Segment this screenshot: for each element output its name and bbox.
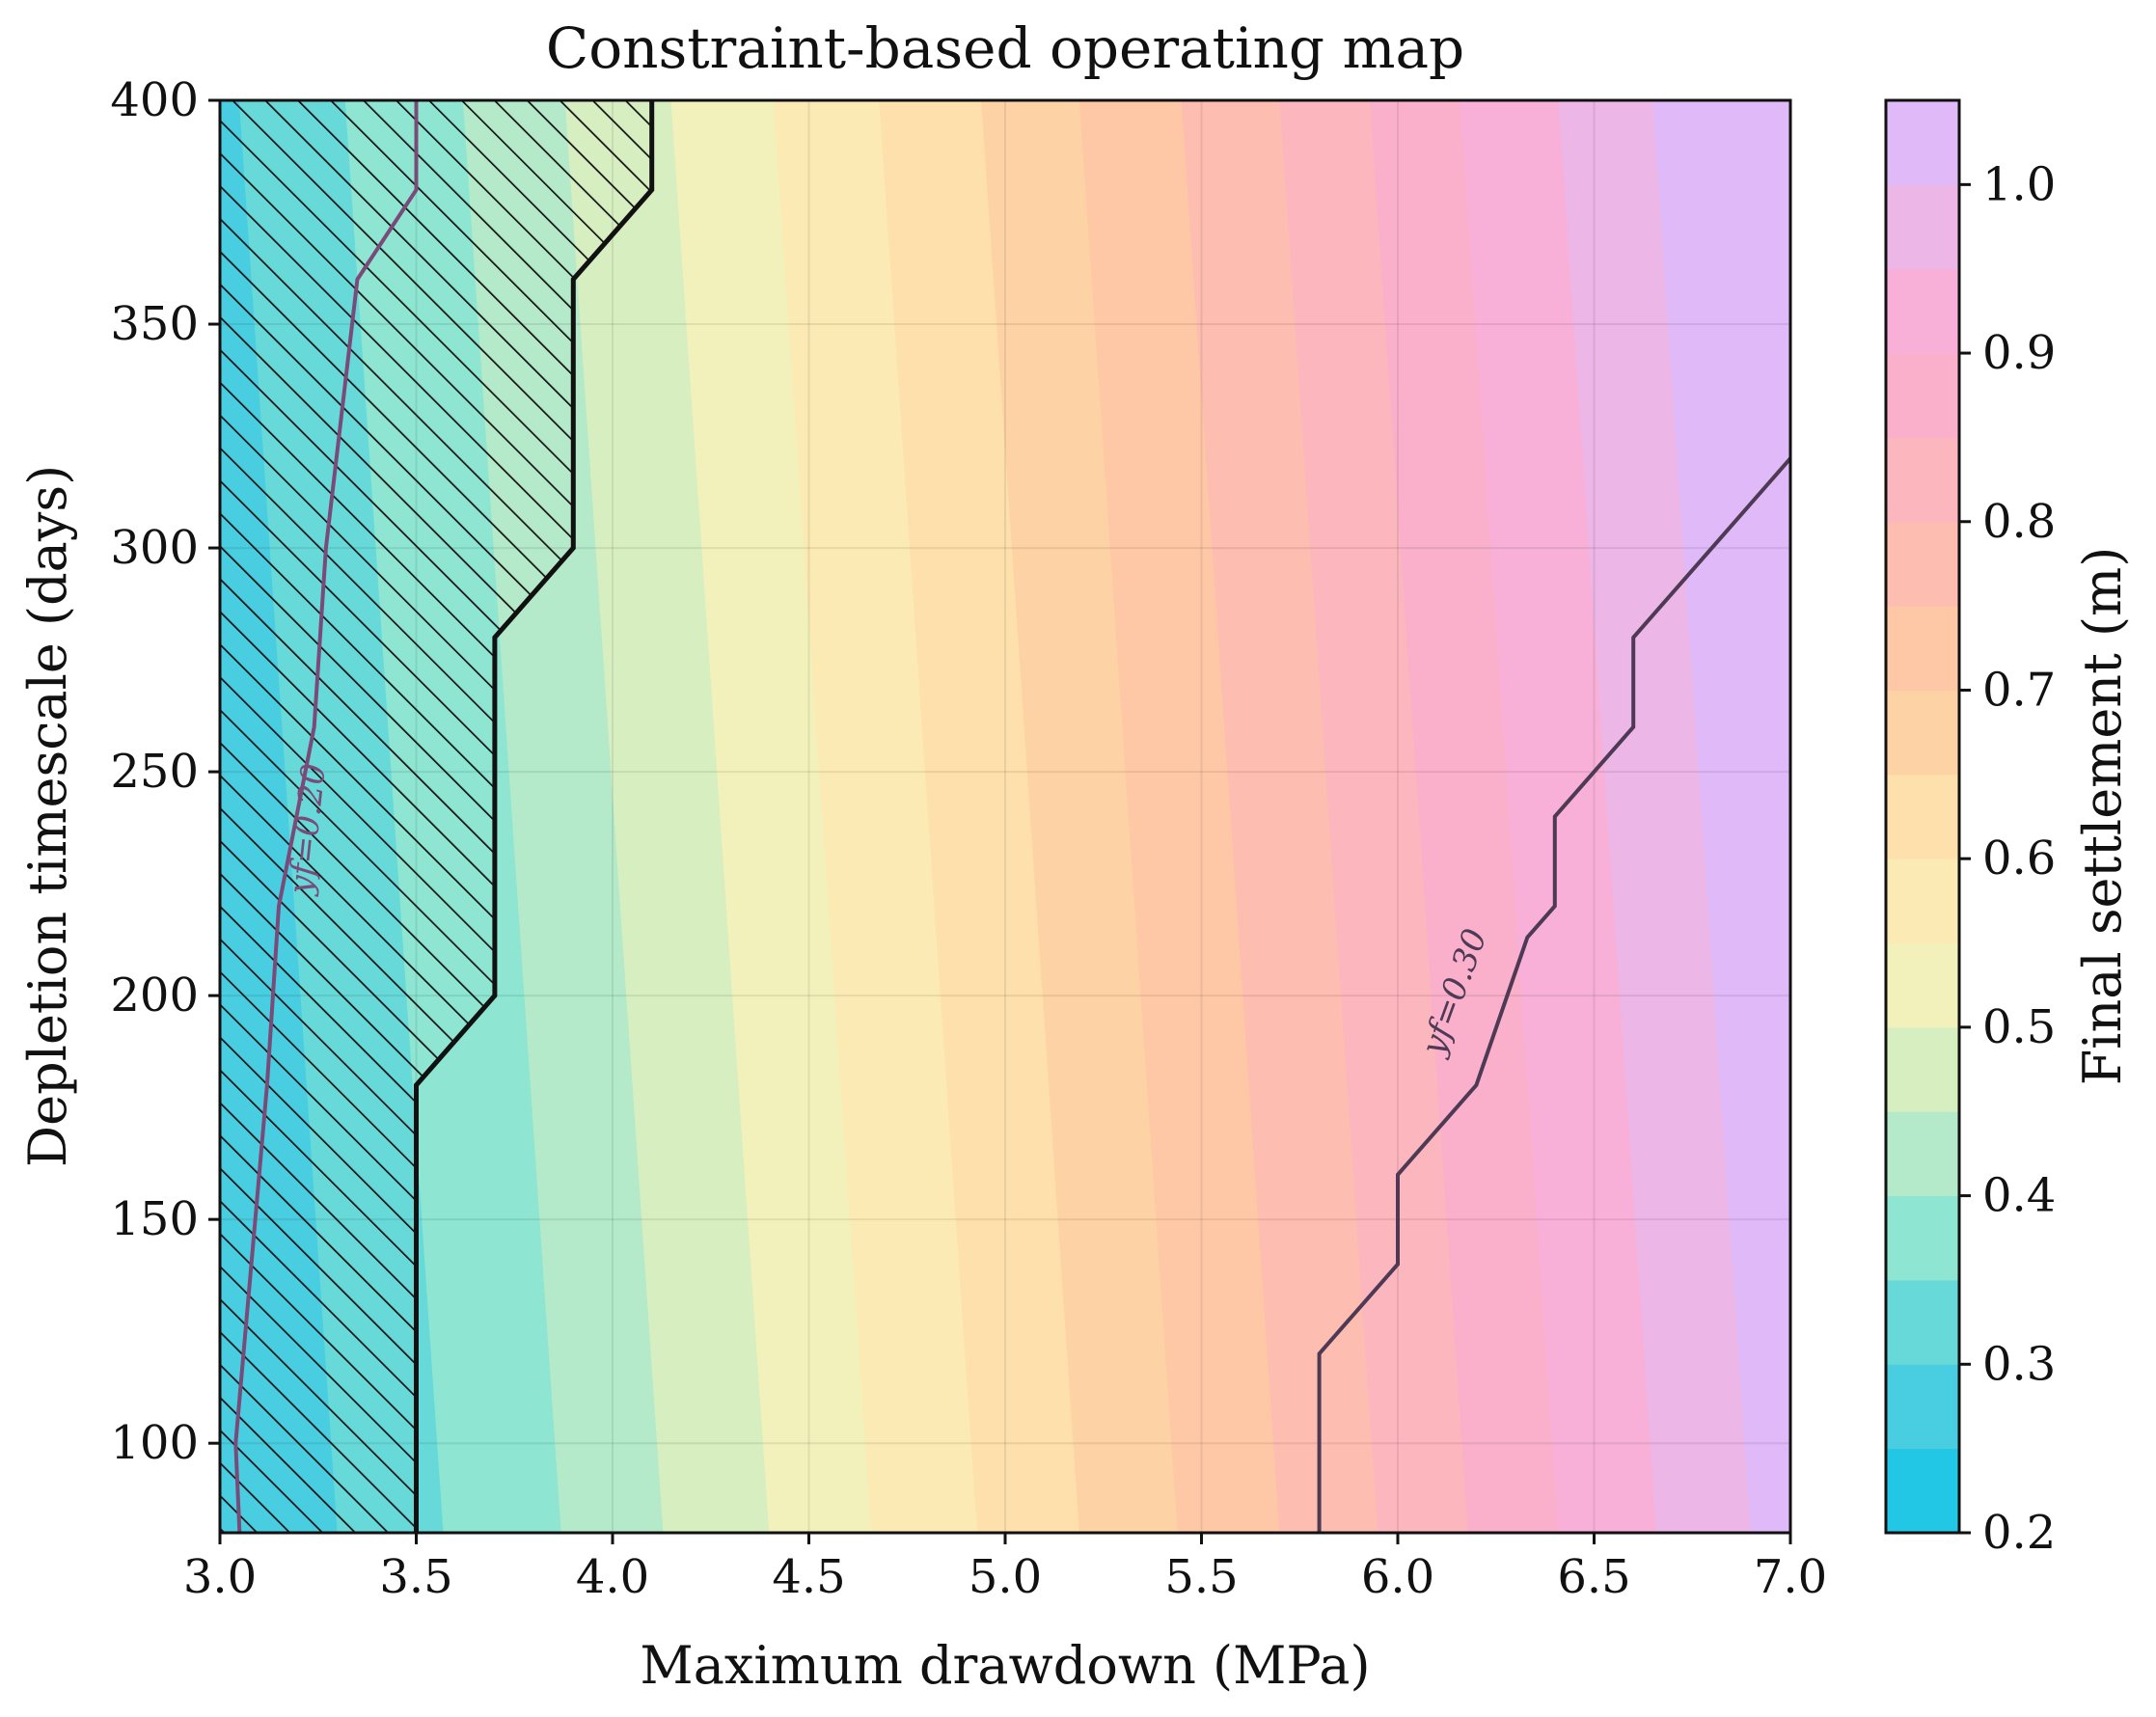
x-tick-label: 5.5 xyxy=(1164,1550,1238,1604)
y-tick-label: 200 xyxy=(110,968,199,1022)
x-tick-label: 5.0 xyxy=(969,1550,1042,1604)
colorbar-band xyxy=(1886,606,1959,691)
colorbar-label: Final settlement (m) xyxy=(2072,547,2133,1086)
contour-line xyxy=(233,100,419,1533)
x-tick-label: 3.5 xyxy=(379,1550,452,1604)
grid-lines xyxy=(220,100,1790,1533)
colorbar-band xyxy=(1886,353,1959,438)
colorbar-frame xyxy=(1884,98,1961,1535)
y-tick-label: 250 xyxy=(110,745,199,799)
y-tick-label: 400 xyxy=(110,73,199,127)
colorbar-band xyxy=(1886,184,1959,270)
contour-lines xyxy=(233,100,1790,1533)
colorbar-bands xyxy=(1886,100,1959,1534)
y-axis: 100 150 200 250 300 350 400 xyxy=(110,73,220,1470)
colorbar-band xyxy=(1886,1279,1959,1365)
x-tick-label: 7.0 xyxy=(1754,1550,1827,1604)
x-tick-label: 6.5 xyxy=(1557,1550,1630,1604)
colorbar-band xyxy=(1886,1026,1959,1112)
x-axis-label: Maximum drawdown (MPa) xyxy=(640,1635,1370,1696)
colorbar-tick-label: 0.4 xyxy=(1982,1169,2056,1223)
colorbar-tick-label: 1.0 xyxy=(1982,157,2056,211)
colorbar-band xyxy=(1886,858,1959,944)
colorbar-band xyxy=(1886,521,1959,607)
x-tick-label: 4.5 xyxy=(772,1550,845,1604)
colorbar-band xyxy=(1886,1195,1959,1281)
colorbar-band xyxy=(1886,100,1959,185)
colorbar-band xyxy=(1886,1111,1959,1197)
colorbar-band xyxy=(1886,1448,1959,1534)
colorbar-tick-label: 0.8 xyxy=(1982,495,2056,549)
colorbar-band xyxy=(1886,942,1959,1028)
colorbar-tick-label: 0.9 xyxy=(1982,326,2056,380)
colorbar-band xyxy=(1886,774,1959,859)
y-axis-label: Depletion timescale (days) xyxy=(17,465,78,1167)
colorbar: 0.2 0.3 0.4 0.5 0.6 0.7 0.8 0.9 1.0 Final settle… xyxy=(1884,98,2133,1560)
y-tick-label: 350 xyxy=(110,297,199,351)
constraint-boundary-line xyxy=(414,100,655,1533)
colorbar-tick-label: 0.2 xyxy=(1982,1506,2056,1560)
colorbar-band xyxy=(1886,690,1959,776)
x-tick-label: 6.0 xyxy=(1361,1550,1434,1604)
y-tick-label: 150 xyxy=(110,1192,199,1246)
colorbar-band xyxy=(1886,437,1959,523)
y-tick-label: 100 xyxy=(110,1416,199,1470)
colorbar-tick-label: 0.5 xyxy=(1982,1000,2056,1054)
x-tick-label: 4.0 xyxy=(576,1550,649,1604)
x-axis: 3.0 3.5 4.0 4.5 5.0 5.5 6.0 6.5 7.0 xyxy=(183,1533,1827,1604)
colorbar-tick-label: 0.3 xyxy=(1982,1337,2056,1391)
x-tick-label: 3.0 xyxy=(183,1550,257,1604)
contour-line xyxy=(1317,456,1790,1533)
colorbar-band xyxy=(1886,1364,1959,1450)
chart-title: Constraint-based operating map xyxy=(546,15,1464,81)
contour-band xyxy=(1738,100,1790,853)
colorbar-band xyxy=(1886,268,1959,354)
y-tick-label: 300 xyxy=(110,521,199,575)
colorbar-tick-label: 0.7 xyxy=(1982,663,2056,717)
colorbar-ticks: 0.2 0.3 0.4 0.5 0.6 0.7 0.8 0.9 1.0 xyxy=(1959,157,2056,1560)
colorbar-tick-label: 0.6 xyxy=(1982,831,2056,886)
contour-band xyxy=(1652,100,1790,1533)
